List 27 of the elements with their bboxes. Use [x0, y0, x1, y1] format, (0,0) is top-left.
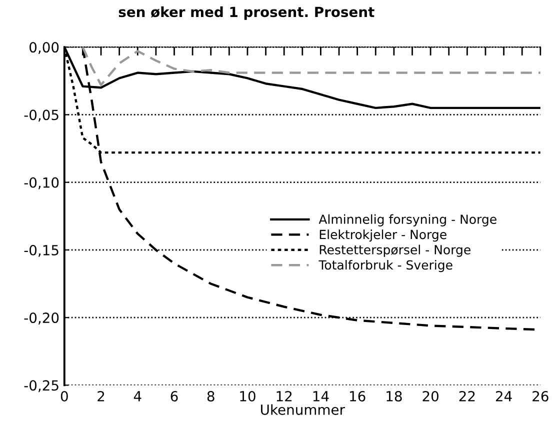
- x-tick-label: 26: [532, 391, 548, 402]
- x-tick-label: 10: [240, 391, 256, 402]
- x-tick-label: 14: [313, 391, 329, 402]
- x-tick-label: 22: [459, 391, 475, 402]
- x-tick-label: 24: [496, 391, 512, 402]
- y-tick-label: -0,25: [24, 380, 58, 392]
- chart-title: sen øker med 1 prosent. Prosent: [118, 6, 374, 20]
- legend-label: Elektrokjeler - Norge: [320, 230, 446, 242]
- x-tick-label: 16: [350, 391, 366, 402]
- x-tick-label: 18: [386, 391, 402, 402]
- legend-label: Restetterspørsel - Norge: [320, 244, 470, 257]
- x-axis-title: Ukenummer: [261, 404, 345, 415]
- x-tick-label: 12: [276, 391, 292, 402]
- x-tick-label: 6: [170, 391, 178, 402]
- y-tick-label: 0,00: [30, 42, 59, 54]
- legend-label: Totalforbruk - Sverige: [318, 260, 452, 272]
- x-tick-label: 8: [207, 391, 214, 402]
- line-series: [82, 47, 540, 86]
- y-tick-label: -0,20: [24, 312, 59, 324]
- y-tick-label: -0,05: [24, 110, 58, 122]
- x-tick-label: 0: [60, 391, 68, 402]
- y-tick-label: -0,10: [24, 177, 59, 190]
- x-tick-label: 20: [422, 391, 438, 402]
- x-tick-label: 2: [98, 391, 104, 402]
- y-tick-label: -0,15: [24, 244, 58, 257]
- x-tick-label: 4: [134, 391, 142, 402]
- legend-label: Alminnelig forsyning - Norge: [318, 214, 496, 226]
